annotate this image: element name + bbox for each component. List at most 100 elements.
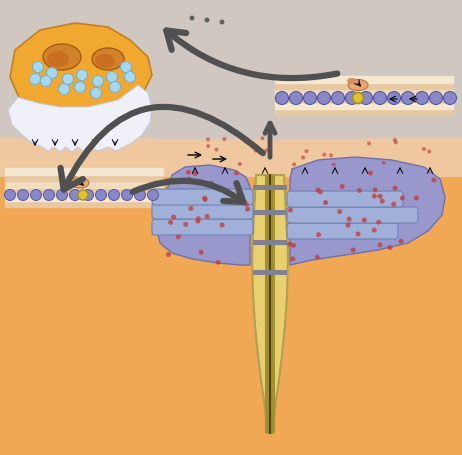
FancyArrowPatch shape	[166, 30, 337, 78]
Circle shape	[147, 189, 158, 201]
Circle shape	[290, 257, 295, 262]
Circle shape	[193, 171, 198, 176]
Circle shape	[91, 87, 102, 98]
Circle shape	[30, 74, 41, 85]
FancyBboxPatch shape	[0, 139, 462, 177]
Circle shape	[195, 218, 201, 223]
Circle shape	[329, 153, 333, 157]
Circle shape	[222, 137, 226, 141]
Circle shape	[290, 91, 303, 105]
Circle shape	[359, 91, 372, 105]
Circle shape	[427, 150, 431, 153]
Polygon shape	[155, 165, 250, 265]
Circle shape	[430, 91, 443, 105]
Circle shape	[62, 74, 73, 85]
Circle shape	[92, 76, 103, 86]
Circle shape	[388, 91, 401, 105]
Circle shape	[362, 217, 367, 222]
Circle shape	[219, 222, 225, 228]
Circle shape	[393, 186, 397, 191]
Circle shape	[356, 232, 360, 237]
Circle shape	[69, 189, 80, 201]
Polygon shape	[252, 175, 288, 433]
Circle shape	[357, 188, 362, 193]
Circle shape	[77, 70, 87, 81]
Circle shape	[134, 189, 146, 201]
FancyBboxPatch shape	[287, 191, 403, 207]
Ellipse shape	[43, 44, 81, 70]
Circle shape	[346, 222, 351, 228]
Circle shape	[209, 181, 214, 186]
Circle shape	[332, 91, 345, 105]
Circle shape	[264, 148, 268, 152]
Circle shape	[287, 242, 292, 247]
Circle shape	[351, 248, 356, 253]
Circle shape	[32, 61, 43, 72]
FancyBboxPatch shape	[253, 270, 287, 275]
Circle shape	[96, 189, 107, 201]
Circle shape	[332, 162, 335, 167]
Circle shape	[5, 189, 16, 201]
Ellipse shape	[347, 78, 357, 84]
Circle shape	[292, 162, 296, 167]
FancyArrowPatch shape	[61, 107, 263, 190]
Circle shape	[223, 198, 228, 203]
Circle shape	[238, 162, 242, 166]
Circle shape	[242, 199, 247, 204]
Circle shape	[107, 71, 117, 82]
Circle shape	[288, 207, 293, 212]
Circle shape	[199, 250, 204, 255]
Ellipse shape	[71, 176, 79, 182]
FancyBboxPatch shape	[287, 223, 398, 239]
Circle shape	[205, 214, 210, 219]
Circle shape	[183, 222, 188, 227]
Circle shape	[346, 217, 352, 222]
Circle shape	[275, 91, 288, 105]
Ellipse shape	[71, 178, 89, 188]
Circle shape	[340, 184, 345, 189]
Circle shape	[291, 243, 296, 248]
Circle shape	[43, 189, 55, 201]
Circle shape	[188, 206, 194, 211]
Circle shape	[171, 215, 176, 220]
Circle shape	[393, 138, 397, 142]
Circle shape	[244, 137, 249, 141]
Circle shape	[367, 142, 371, 146]
Circle shape	[398, 239, 403, 244]
Circle shape	[56, 189, 67, 201]
Circle shape	[322, 152, 326, 157]
FancyBboxPatch shape	[275, 77, 453, 115]
Circle shape	[373, 91, 387, 105]
Circle shape	[301, 156, 305, 160]
Circle shape	[318, 189, 323, 194]
Circle shape	[377, 194, 383, 199]
FancyArrowPatch shape	[133, 181, 243, 202]
Circle shape	[41, 76, 51, 86]
Circle shape	[304, 91, 316, 105]
Circle shape	[74, 81, 85, 92]
Circle shape	[186, 170, 191, 175]
Circle shape	[414, 196, 419, 200]
Circle shape	[214, 147, 219, 152]
Circle shape	[124, 71, 135, 82]
Circle shape	[202, 196, 207, 201]
Circle shape	[368, 171, 373, 176]
Circle shape	[316, 187, 321, 192]
Circle shape	[415, 91, 428, 105]
Circle shape	[261, 136, 264, 140]
FancyBboxPatch shape	[5, 169, 163, 207]
FancyBboxPatch shape	[152, 203, 253, 219]
Circle shape	[382, 161, 385, 165]
Circle shape	[401, 91, 414, 105]
Circle shape	[196, 216, 201, 221]
Circle shape	[400, 196, 405, 201]
Circle shape	[187, 177, 191, 182]
Circle shape	[444, 91, 456, 105]
Circle shape	[304, 149, 309, 153]
Circle shape	[323, 200, 328, 205]
Circle shape	[18, 189, 29, 201]
Ellipse shape	[95, 54, 115, 68]
Circle shape	[121, 61, 132, 72]
Circle shape	[422, 147, 426, 151]
Circle shape	[59, 84, 69, 95]
